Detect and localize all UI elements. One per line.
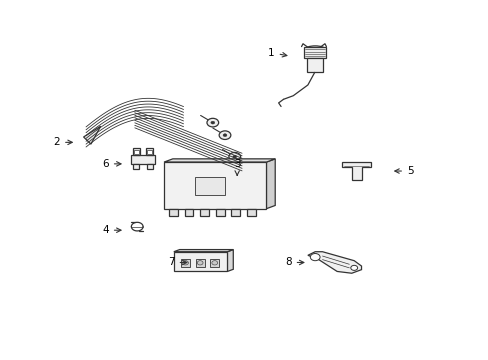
Polygon shape (306, 58, 322, 72)
Circle shape (244, 173, 254, 180)
Text: 7: 7 (168, 257, 186, 267)
Circle shape (210, 121, 214, 124)
Circle shape (240, 165, 243, 167)
Circle shape (228, 152, 240, 161)
Text: 2: 2 (53, 138, 72, 147)
Bar (147, 149, 152, 154)
Polygon shape (227, 249, 233, 271)
Polygon shape (173, 249, 233, 252)
Polygon shape (307, 252, 361, 273)
Text: 6: 6 (102, 159, 121, 169)
Polygon shape (215, 209, 224, 216)
Polygon shape (184, 209, 193, 216)
Polygon shape (246, 209, 255, 216)
Polygon shape (200, 209, 208, 216)
Polygon shape (231, 209, 240, 216)
Circle shape (232, 155, 236, 158)
Bar (194, 177, 225, 195)
Polygon shape (304, 47, 326, 58)
Polygon shape (83, 126, 101, 144)
Text: 4: 4 (102, 225, 121, 235)
Bar (181, 258, 189, 267)
Polygon shape (146, 148, 153, 155)
Polygon shape (163, 159, 275, 162)
Polygon shape (133, 164, 139, 169)
Circle shape (223, 134, 226, 136)
Polygon shape (341, 162, 370, 180)
Polygon shape (131, 155, 155, 164)
Circle shape (182, 261, 188, 265)
Circle shape (219, 131, 230, 139)
Polygon shape (266, 159, 275, 209)
Polygon shape (133, 148, 140, 155)
Text: 5: 5 (394, 166, 413, 176)
Bar (210, 258, 219, 267)
Text: 8: 8 (285, 257, 303, 267)
Polygon shape (173, 252, 227, 271)
Circle shape (247, 175, 250, 177)
Bar (134, 149, 139, 154)
Polygon shape (168, 209, 177, 216)
Circle shape (310, 253, 320, 261)
Circle shape (237, 163, 246, 170)
Text: 1: 1 (267, 48, 286, 58)
Polygon shape (147, 164, 153, 169)
Circle shape (350, 265, 357, 270)
Text: 3: 3 (233, 159, 240, 175)
Bar (195, 258, 204, 267)
Ellipse shape (305, 46, 325, 52)
Circle shape (197, 261, 203, 265)
Polygon shape (163, 162, 266, 209)
Circle shape (211, 261, 217, 265)
Circle shape (206, 118, 218, 127)
